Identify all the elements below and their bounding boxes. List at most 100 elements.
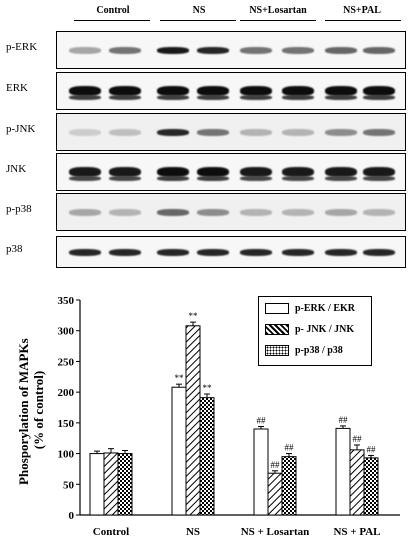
significance-label: ## [285,443,295,453]
blot-band [240,208,272,216]
bar [89,453,105,516]
bar [199,397,215,516]
blot-band [69,86,101,96]
blot-band [325,46,357,54]
bar [267,472,283,516]
blot-band [109,128,141,136]
blot-band [69,128,101,136]
bar [253,428,269,516]
blot-band [197,46,229,54]
blot-group-label: NS [192,5,206,16]
blot-row-label: p-p38 [6,203,32,215]
blot-image [56,72,406,110]
blot-band [240,46,272,54]
y-tick-label: 250 [58,356,75,368]
blot-band [109,46,141,54]
blot-band [325,167,357,177]
y-axis-label-line1: Phosporylation of MAPKs [16,338,31,485]
blot-row-label: p-ERK [6,41,38,53]
blot-band [325,95,357,100]
bar [363,457,379,516]
legend-item-jnk: p- JNK / JNK [265,322,354,336]
y-axis-label-line2: (% of control) [31,371,46,449]
legend-label: p-ERK / EKR [295,302,356,314]
bar [185,325,201,516]
blot-image [56,193,406,231]
blot-row-label: JNK [6,163,27,175]
significance-label: ** [203,383,213,393]
significance-label: ## [257,416,267,426]
blot-band [363,248,395,256]
legend-item-p38: p-p38 / p38 [265,343,343,357]
blot-band [109,176,141,181]
blot-band [325,248,357,256]
significance-label: ## [367,444,377,454]
blot-band [197,86,229,96]
legend-item-erk: p-ERK / EKR [265,301,355,315]
blot-band [109,86,141,96]
blot-band [197,176,229,181]
blot-group-line [74,20,150,21]
y-axis-label: Phosporylation of MAPKs (% of control) [16,335,46,485]
blot-band [197,128,229,136]
blot-band [109,167,141,177]
blot-group-label: Control [96,5,130,16]
blot-band [109,248,141,256]
blot-band [325,176,357,181]
blot-band [69,167,101,177]
y-tick-label: 350 [58,295,75,307]
x-tick-label: NS [186,526,200,538]
blot-band [240,128,272,136]
blot-band [197,167,229,177]
blot-band [69,248,101,256]
blot-band [197,95,229,100]
blot-band [240,248,272,256]
blot-band [282,167,314,177]
blot-band [363,208,395,216]
y-tick-label: 300 [58,326,75,338]
bar [349,449,365,516]
blot-band [69,95,101,100]
blot-band [282,128,314,136]
blot-row-label: p-JNK [6,123,36,135]
blot-group-label: NS+Losartan [249,5,307,16]
mapk-bar-chart: 0 50 100 150 200 250 300 350 Control NS NS + Losar… [16,295,400,538]
blot-group-label: NS+PAL [343,5,381,16]
blot-band [282,86,314,96]
blot-band [69,176,101,181]
y-tick-label: 0 [69,510,75,522]
blot-band [240,86,272,96]
blot-group-line [240,20,316,21]
blot-band [69,208,101,216]
legend-swatch-white [265,302,289,314]
significance-label: ## [339,415,349,425]
blot-band [282,46,314,54]
significance-label: ** [175,373,185,383]
x-tick-label: NS + PAL [333,526,380,538]
significance-label: ## [271,460,281,470]
blot-row-label: ERK [6,82,28,94]
blot-band [197,248,229,256]
blot-band [282,248,314,256]
blot-band [325,208,357,216]
blot-band [282,95,314,100]
blot-group-line [160,20,236,21]
blot-band [363,167,395,177]
bar [281,456,297,516]
chart-legend: p-ERK / EKR p- JNK / JNK p-p38 / p38 [258,296,372,366]
bar [103,452,119,516]
blot-band [363,95,395,100]
blot-band [157,95,189,100]
blot-band [240,167,272,177]
blot-band [363,128,395,136]
blot-band [157,128,189,136]
blot-band [157,248,189,256]
legend-swatch-hatch [265,323,289,335]
blot-band [325,86,357,96]
bar [117,453,133,516]
blot-image [56,153,406,191]
blot-band [325,128,357,136]
y-tick-label: 200 [58,387,75,399]
blot-band [197,208,229,216]
y-tick-label: 50 [63,479,75,491]
